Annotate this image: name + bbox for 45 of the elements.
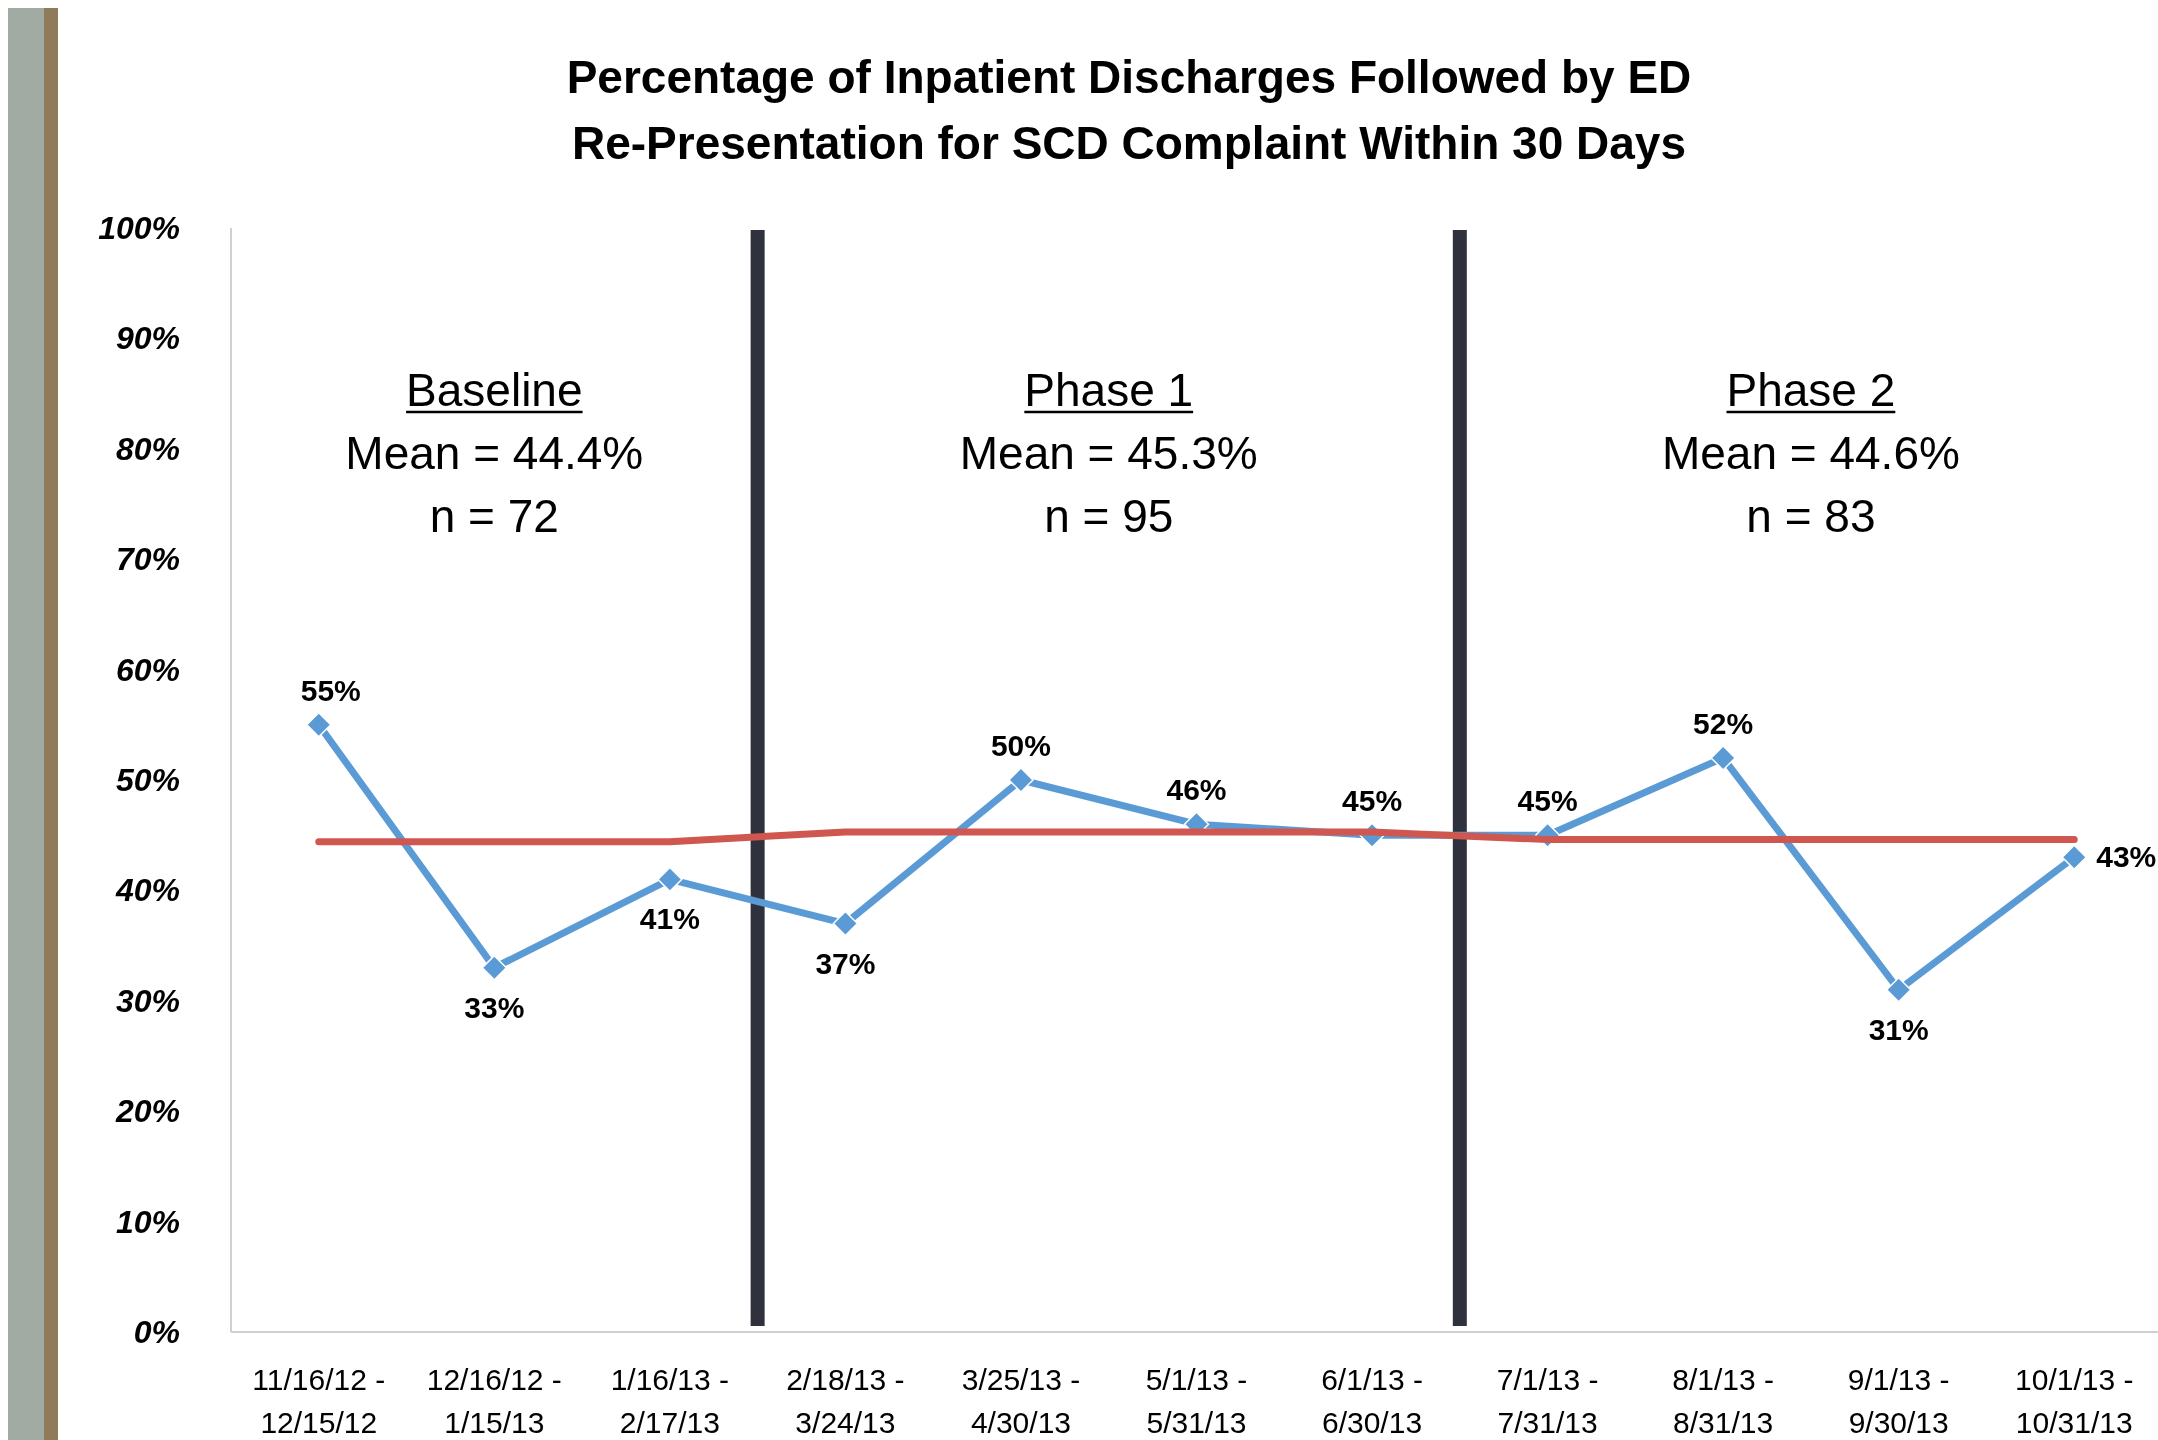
point bbox=[657, 866, 683, 893]
data-label: 43% bbox=[2096, 840, 2157, 874]
point bbox=[2061, 844, 2087, 871]
y-tick-label: 70% bbox=[115, 541, 180, 578]
data-label: 50% bbox=[990, 729, 1051, 762]
x-tick-label: 5/1/13 - 5/31/13 bbox=[1145, 1363, 1248, 1439]
point bbox=[832, 910, 859, 937]
x-tick-label: 3/25/13 - 4/30/13 bbox=[961, 1363, 1081, 1439]
annotation: Baseline Mean = 44.4% n = 72 bbox=[345, 364, 644, 542]
data-label: 45% bbox=[1342, 784, 1403, 818]
y-tick-label: 90% bbox=[115, 320, 180, 357]
y-tick-label: 30% bbox=[115, 982, 180, 1019]
data-label: 41% bbox=[639, 902, 700, 936]
y-tick-label: 0% bbox=[133, 1314, 180, 1350]
y-tick-label: 50% bbox=[115, 762, 180, 798]
x-tick-label: 8/1/13 - 8/31/13 bbox=[1672, 1363, 1774, 1439]
y-tick-label: 20% bbox=[114, 1093, 180, 1130]
point bbox=[481, 954, 508, 981]
y-tick-label: 10% bbox=[115, 1203, 180, 1240]
y-tick-label: 40% bbox=[114, 872, 180, 909]
point bbox=[1885, 977, 1912, 1003]
y-tick-label: 80% bbox=[115, 430, 180, 467]
x-tick-label: 2/18/13 - 3/24/13 bbox=[786, 1363, 905, 1439]
x-tick-label: 11/16/12 - 12/15/12 bbox=[252, 1363, 386, 1439]
annotation: Phase 2 Mean = 44.6% n = 83 bbox=[1661, 364, 1960, 542]
point bbox=[1008, 767, 1034, 793]
data-label: 31% bbox=[1868, 1012, 1929, 1046]
point bbox=[306, 712, 332, 738]
data-label: 55% bbox=[300, 673, 361, 707]
x-tick-label: 12/16/12 - 1/15/13 bbox=[426, 1363, 562, 1439]
point bbox=[1710, 745, 1736, 771]
y-tick-label: 60% bbox=[115, 651, 180, 688]
x-tick-label: 7/1/13 - 7/31/13 bbox=[1496, 1363, 1599, 1439]
x-tick-label: 1/16/13 - 2/17/13 bbox=[610, 1363, 730, 1439]
x-tick-label: 10/1/13 - 10/31/13 bbox=[2015, 1363, 2134, 1439]
annotation: Phase 1 Mean = 45.3% n = 95 bbox=[959, 364, 1258, 542]
data-label: 37% bbox=[815, 946, 876, 980]
data-label: 46% bbox=[1166, 773, 1227, 807]
y-tick-label: 100% bbox=[98, 210, 180, 246]
x-tick-label: 9/1/13 - 9/30/13 bbox=[1847, 1363, 1950, 1439]
data-label: 52% bbox=[1693, 706, 1754, 740]
data-label: 45% bbox=[1517, 784, 1578, 818]
data-label: 33% bbox=[464, 990, 525, 1024]
chart-title: Percentage of Inpatient Discharges Followed by ED Re-Presentation for SCD Complaint Within 30 Days bbox=[566, 51, 1692, 169]
x-tick-label: 6/1/13 - 6/30/13 bbox=[1321, 1363, 1423, 1439]
